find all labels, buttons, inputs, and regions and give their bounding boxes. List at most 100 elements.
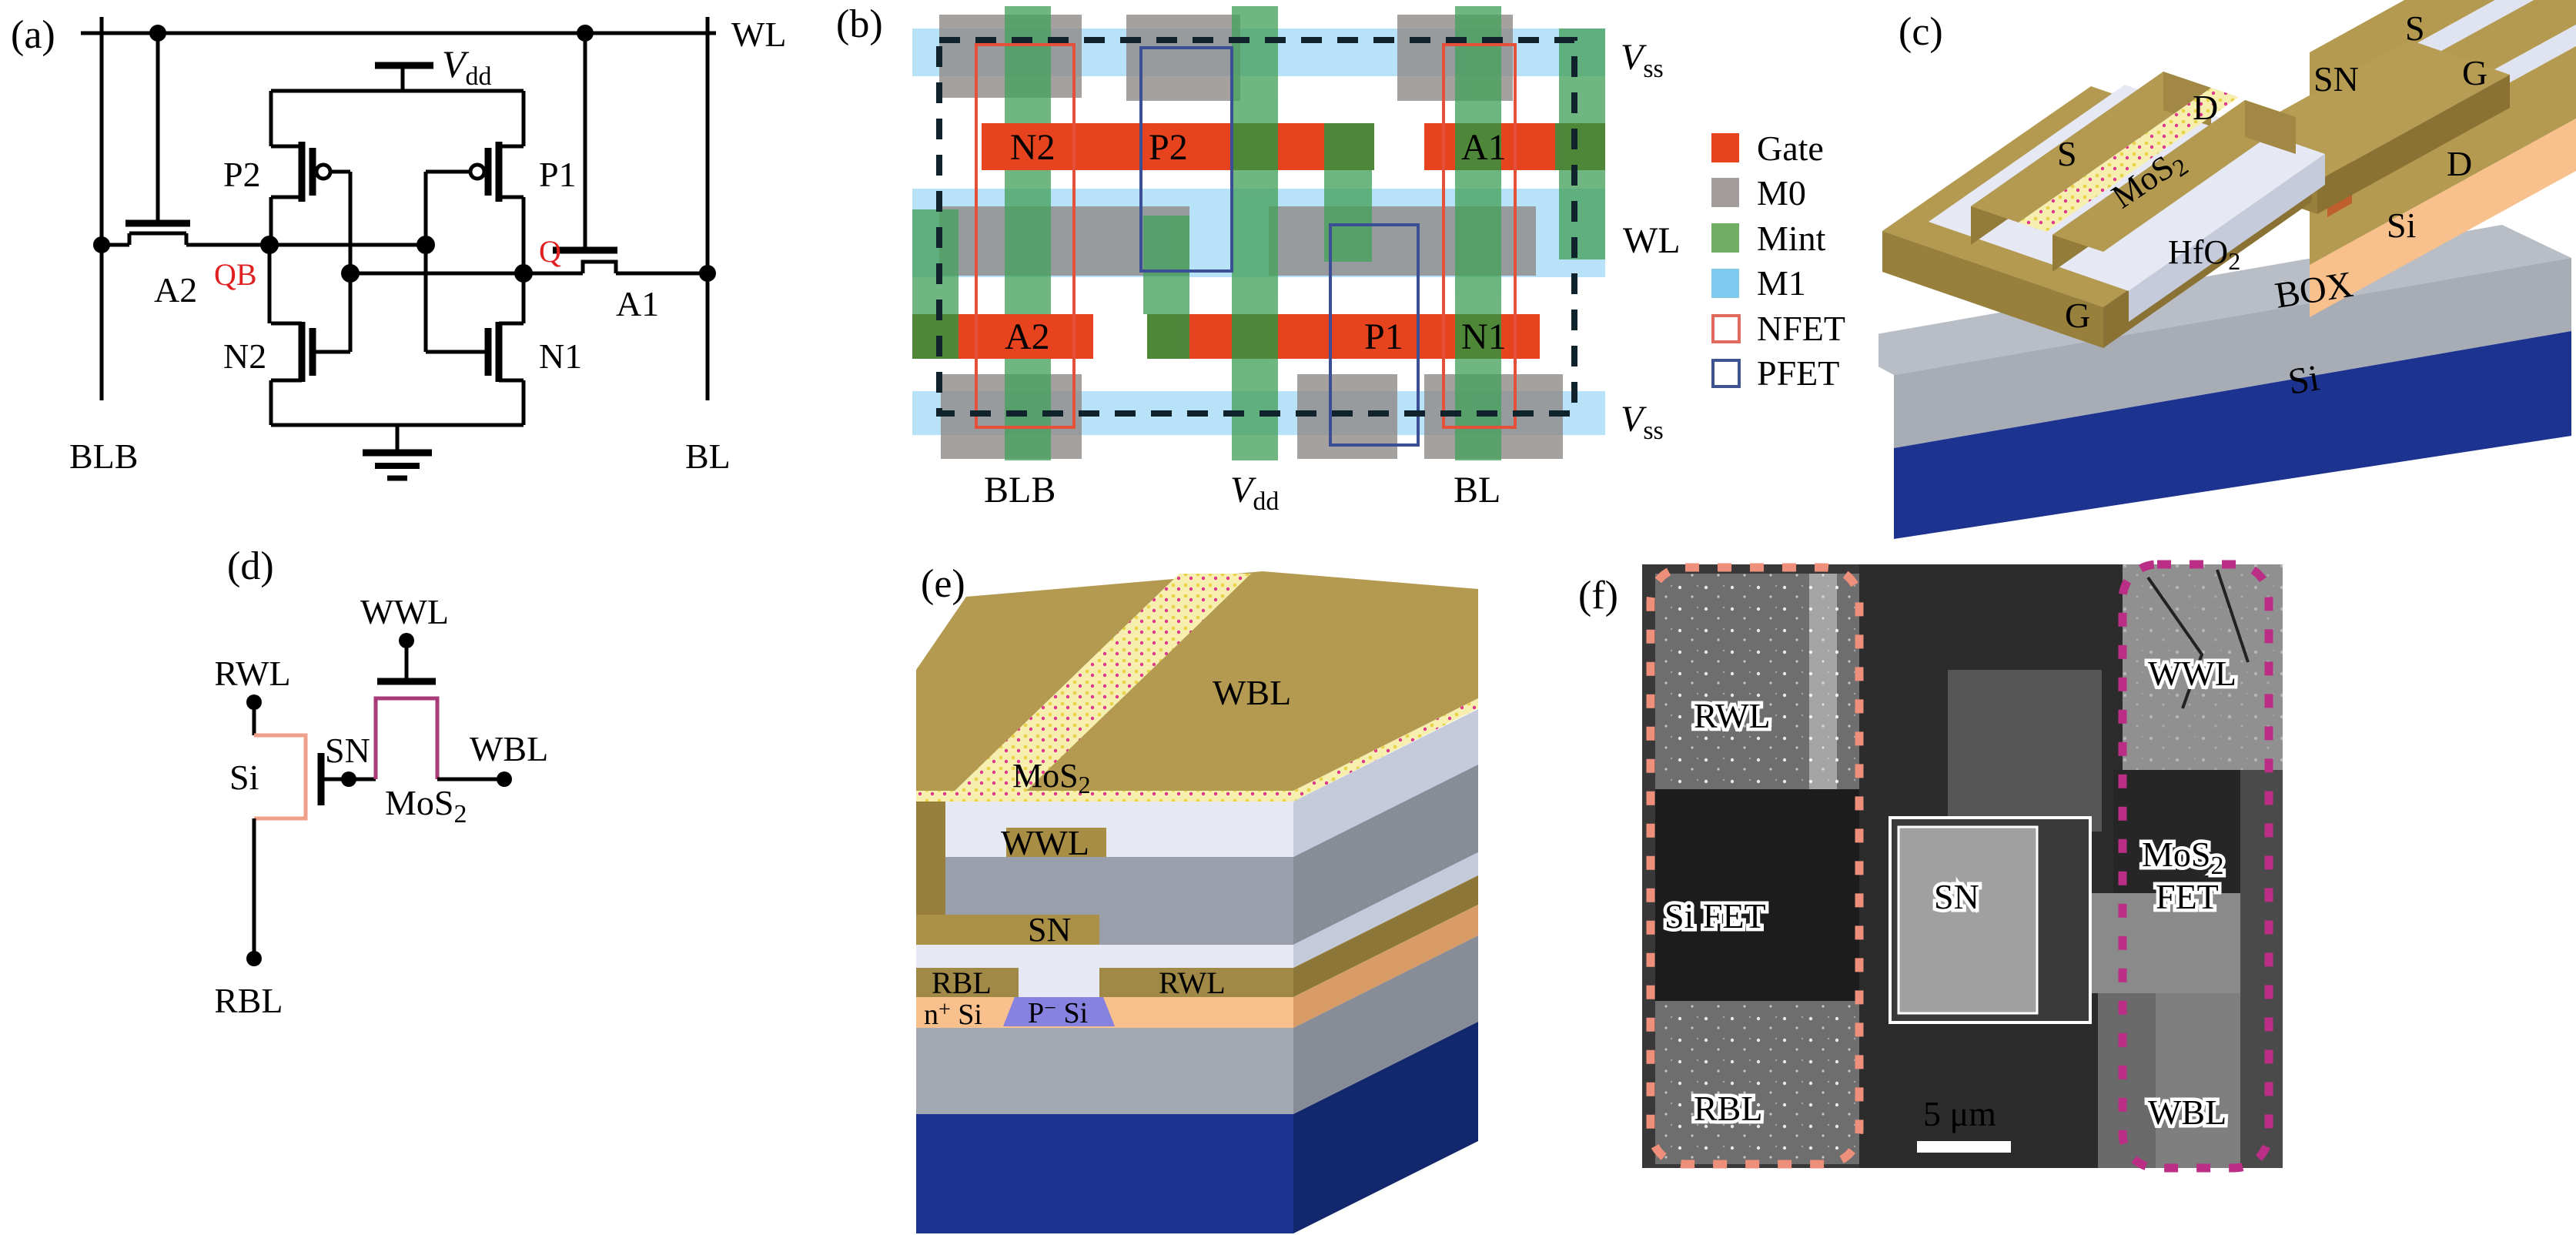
layout-wl-label: WL: [1623, 220, 1681, 261]
layout-p1-label: P1: [1364, 316, 1403, 357]
side-face-layers: [1293, 709, 1478, 1233]
q-node-label: Q: [539, 234, 561, 269]
d-wwl-label: WWL: [360, 592, 449, 631]
layout-p2-label: P2: [1149, 127, 1188, 168]
layout-pfet-outlines: [1139, 46, 1420, 447]
sem-regions: [1655, 564, 2283, 1168]
mos2-edge-strip: [916, 791, 1293, 802]
panel-e-crosssection-3d: (e) WBL MoS2 WWL SN RBL RWL n+ Si P− Si: [916, 562, 1478, 1233]
p2-label: P2: [223, 155, 261, 194]
bl-label: BL: [685, 437, 731, 476]
d-sn-label: SN: [325, 731, 370, 770]
e-rbl-label: RBL: [932, 966, 992, 1000]
c-g-right-label: G: [2462, 53, 2487, 92]
layout-blb-label: BLB: [984, 470, 1055, 510]
f-si-fet-label: Si FET: [1664, 896, 1766, 935]
f-rbl-label: RBL: [1694, 1089, 1762, 1128]
layout-vss-bottom-label: Vss: [1621, 399, 1664, 445]
layout-a1-label: A1: [1461, 127, 1507, 168]
panel-d-tag: (d): [227, 544, 274, 588]
panel-b-sram-layout: (b) N2 P2 A1 A2 P1 N1 BLB Vdd BL Vss WL …: [836, 2, 1681, 516]
f-sn-label: SN: [1934, 877, 1979, 916]
mos2-ribbon: [952, 574, 1251, 793]
c-si-substrate-label: Si: [2285, 357, 2322, 403]
legend-mint-label: Mint: [1757, 219, 1826, 258]
layout-legend: Gate M0 Mint M1 NFET PFET: [1711, 129, 1845, 393]
vdd-label: Vdd: [442, 42, 492, 91]
sram-wires: [81, 17, 716, 481]
f-mos2-fet-label-line2: FET: [2156, 877, 2219, 916]
legend-m1-swatch: [1711, 269, 1739, 298]
legend-gate-label: Gate: [1757, 129, 1824, 168]
panel-f-sem-image: (f) RWL Si FET RBL SN WWL MoS2 FET WBL 5…: [1578, 560, 2283, 1173]
c-si-body-label: Si: [2387, 206, 2416, 245]
mos2-fet-dashed-outline: [2118, 560, 2273, 1173]
d-wbl-label: WBL: [470, 729, 548, 768]
layout-mint-bars: [912, 6, 1605, 460]
e-wbl-label: WBL: [1213, 673, 1291, 712]
a1-label: A1: [616, 284, 659, 323]
panel-b-tag: (b): [836, 2, 883, 46]
panel-e-tag: (e): [921, 562, 965, 606]
blb-label: BLB: [69, 437, 138, 476]
gaincell-wires: [246, 633, 512, 966]
legend-gate-swatch: [1711, 133, 1739, 162]
mos2-fet-structure: [1882, 72, 2325, 348]
wbl-top: [916, 571, 1478, 802]
layout-vss-top-label: Vss: [1621, 37, 1664, 83]
legend-nfet-swatch: [1711, 314, 1741, 343]
e-nplus-si-label: n+ Si: [924, 998, 982, 1031]
mos2-ribbon: [2019, 88, 2239, 232]
front-face-layers: [916, 802, 1293, 1233]
c-d-right-label: D: [2447, 144, 2472, 183]
panel-f-tag: (f): [1578, 574, 1618, 618]
legend-pfet-swatch: [1711, 359, 1741, 388]
n1-label: N1: [539, 336, 582, 376]
legend-swatches: [1711, 133, 1741, 388]
legend-m0-label: M0: [1757, 173, 1806, 213]
c-sn-label: SN: [2313, 59, 2359, 99]
panel-a-sram-schematic: (a) WL Vdd P2 P1 N2 N1 A2 A1 QB Q BLB BL: [11, 13, 787, 481]
legend-mint-swatch: [1711, 223, 1739, 253]
d-mos2-label: MoS2: [385, 783, 467, 828]
legend-m1-label: M1: [1757, 263, 1806, 303]
e-rwl-label: RWL: [1159, 966, 1226, 1000]
f-scale-bar: [1917, 1141, 2011, 1153]
layout-bl-label: BL: [1454, 470, 1500, 510]
f-rwl-label: RWL: [1694, 696, 1771, 735]
c-g-left-label: G: [2065, 296, 2090, 335]
c-d-left-label: D: [2193, 88, 2218, 127]
panel-c-tag: (c): [1899, 10, 1943, 54]
layout-n1-label: N1: [1461, 316, 1507, 357]
layout-nfet-outlines: [975, 43, 1517, 429]
e-pminus-si-label: P− Si: [1028, 996, 1088, 1029]
wl-label: WL: [731, 15, 787, 54]
f-wbl-label: WBL: [2148, 1093, 2226, 1132]
c-s-right-label: S: [2405, 8, 2425, 48]
f-mos2-fet-label-line1: MoS2: [2142, 835, 2223, 880]
e-sn-label: SN: [1028, 911, 1071, 949]
d-rbl-label: RBL: [216, 981, 283, 1020]
e-wwl-label: WWL: [1001, 823, 1089, 862]
panel-a-tag: (a): [11, 13, 55, 57]
pminus-si-region: [1003, 997, 1115, 1026]
legend-pfet-label: PFET: [1757, 353, 1839, 393]
a2-label: A2: [154, 270, 197, 310]
panel-c-device-3d: (c) S D MoS2 HfO2 G SN S G D Si BOX Si: [1878, 0, 2576, 539]
c-hfo2-label: HfO2: [2168, 233, 2240, 275]
d-si-label: Si: [229, 758, 259, 797]
layout-n2-label: N2: [1010, 127, 1055, 168]
legend-nfet-label: NFET: [1757, 309, 1845, 348]
panel-d-gaincell-schematic: (d) RWL WWL SN WBL RBL Si MoS2: [216, 544, 548, 1020]
layout-vdd-label: Vdd: [1230, 470, 1279, 516]
f-wwl-label: WWL: [2148, 654, 2236, 693]
si-fet-dashed-outline: [1646, 563, 1864, 1169]
layout-a2-label: A2: [1005, 316, 1050, 357]
c-s-left-label: S: [2057, 134, 2077, 173]
legend-m0-swatch: [1711, 178, 1739, 207]
e-mos2-label: MoS2: [1012, 757, 1091, 798]
d-rwl-label: RWL: [216, 654, 291, 693]
mos2-edge-strip-side: [1293, 698, 1478, 802]
p1-label: P1: [539, 155, 577, 194]
